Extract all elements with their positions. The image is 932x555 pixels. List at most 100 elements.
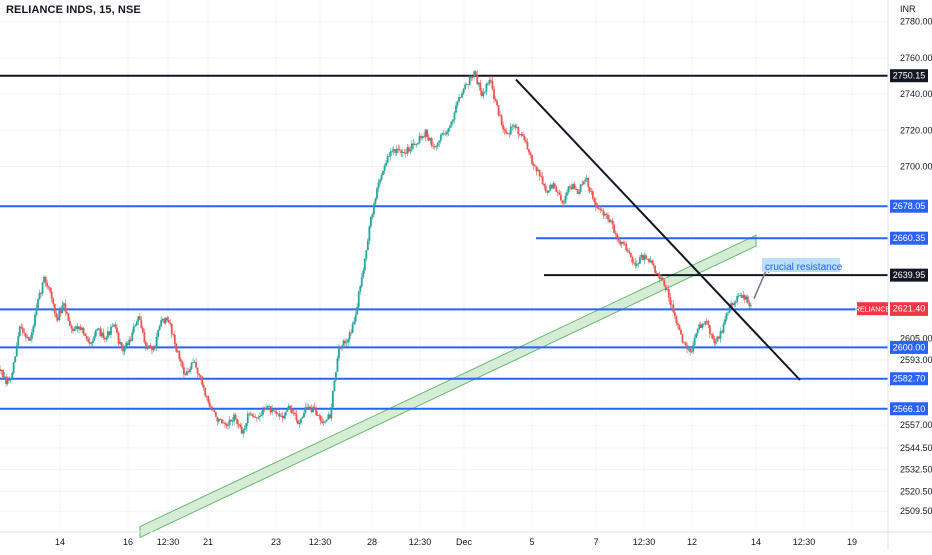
candle-body — [496, 100, 498, 106]
candle-body — [436, 142, 439, 147]
falling-trendline[interactable] — [515, 78, 801, 381]
candle-body — [315, 408, 318, 416]
candle-body — [450, 121, 453, 126]
candle-body — [310, 407, 313, 413]
candle-body — [614, 232, 617, 235]
price-tag-bg — [890, 199, 928, 213]
candle-body — [412, 143, 415, 146]
candle-body — [286, 409, 289, 412]
candle-body — [663, 279, 666, 286]
level-2678-tag: 2678.05 — [890, 199, 928, 213]
candle-body — [415, 144, 418, 145]
time-axis[interactable]: 14 16 12:30 21 23 12:30 28 12:30 Dec 5 7 12:30 12 14 1… — [55, 537, 857, 547]
candle-body — [447, 128, 450, 132]
candle-body — [187, 371, 190, 373]
candle-body — [69, 321, 71, 326]
candle-body — [525, 140, 527, 142]
candle-body — [704, 321, 707, 325]
candle-body — [625, 243, 628, 250]
level-2600-tag: 2600.00 — [890, 340, 928, 354]
candle-body — [734, 301, 737, 304]
candle-body — [143, 332, 146, 343]
candle-body — [35, 307, 38, 315]
drawings[interactable]: crucial resistance — [515, 78, 843, 381]
candle-body — [157, 330, 159, 337]
candle-body — [111, 326, 114, 328]
candle-body — [411, 143, 413, 150]
candle-body — [260, 414, 263, 417]
candle-body — [345, 342, 348, 344]
candle-body — [549, 185, 552, 191]
candle-body — [578, 191, 581, 194]
candle-body — [637, 263, 640, 265]
candle-body — [192, 362, 194, 364]
candle-body — [607, 214, 609, 220]
candle-body — [401, 151, 404, 154]
candle-body — [23, 332, 26, 334]
x-tick-label: 12:30 — [633, 537, 656, 547]
candle-body — [353, 321, 356, 325]
candle-body — [550, 185, 553, 189]
candle-body — [37, 299, 39, 308]
level-2566-tag: 2566.10 — [890, 402, 928, 416]
candle-body — [491, 80, 494, 89]
candle-body — [479, 82, 482, 91]
candle-body — [73, 328, 76, 332]
candle-body — [400, 150, 403, 154]
candle-body — [160, 320, 163, 327]
candle-body — [616, 234, 619, 239]
current-price-text: 2621.40 — [893, 304, 926, 314]
x-tick-label: 12:30 — [793, 537, 816, 547]
candle-body — [2, 369, 4, 378]
candle-body — [179, 359, 182, 362]
candle-body — [175, 343, 178, 352]
candle-body — [354, 314, 357, 322]
candle-body — [619, 240, 622, 245]
price-tag-bg — [890, 69, 928, 83]
candle-body — [534, 165, 536, 167]
candle-body — [444, 133, 447, 135]
channel-band[interactable] — [139, 234, 757, 539]
currency-label: INR — [900, 4, 916, 14]
x-tick-label: 7 — [593, 537, 598, 547]
candle-body — [210, 406, 213, 410]
candle-body — [711, 334, 714, 339]
candle-body — [473, 71, 476, 78]
candle-body — [657, 273, 660, 275]
candle-body — [20, 326, 23, 328]
candle-body — [14, 356, 17, 363]
candle-body — [183, 367, 185, 375]
candle-body — [49, 287, 52, 292]
candle-body — [705, 321, 708, 322]
candle-body — [421, 136, 424, 139]
candle-body — [254, 417, 257, 418]
candle-body — [414, 144, 416, 146]
candle-body — [626, 249, 629, 252]
candle-body — [138, 316, 141, 320]
candle-body — [715, 341, 717, 344]
candle-body — [292, 413, 295, 414]
candle-body — [12, 362, 15, 373]
candle-body — [749, 305, 752, 307]
x-tick-label: 5 — [529, 537, 534, 547]
candle-body — [306, 407, 308, 409]
level-2660-tag: 2660.35 — [890, 231, 928, 245]
candle-body — [742, 295, 745, 298]
candle-body — [129, 339, 132, 341]
candle-body — [386, 156, 389, 163]
candle-body — [339, 348, 342, 349]
candle-body — [72, 328, 74, 332]
rising-channel[interactable] — [139, 234, 757, 539]
y-tick-label: 2605.00 — [900, 333, 932, 343]
price-axis[interactable]: 2780.00 2760.00 2740.00 2720.00 2700.00 2605.… — [900, 17, 932, 516]
candle-body — [666, 289, 669, 291]
candle-body — [420, 136, 422, 139]
candle-body — [476, 75, 479, 85]
annotation-label[interactable]: crucial resistance — [762, 258, 843, 273]
candle-body — [18, 326, 21, 337]
candle-body — [5, 376, 7, 384]
horizontal-levels[interactable] — [0, 74, 888, 410]
candle-body — [350, 332, 353, 334]
